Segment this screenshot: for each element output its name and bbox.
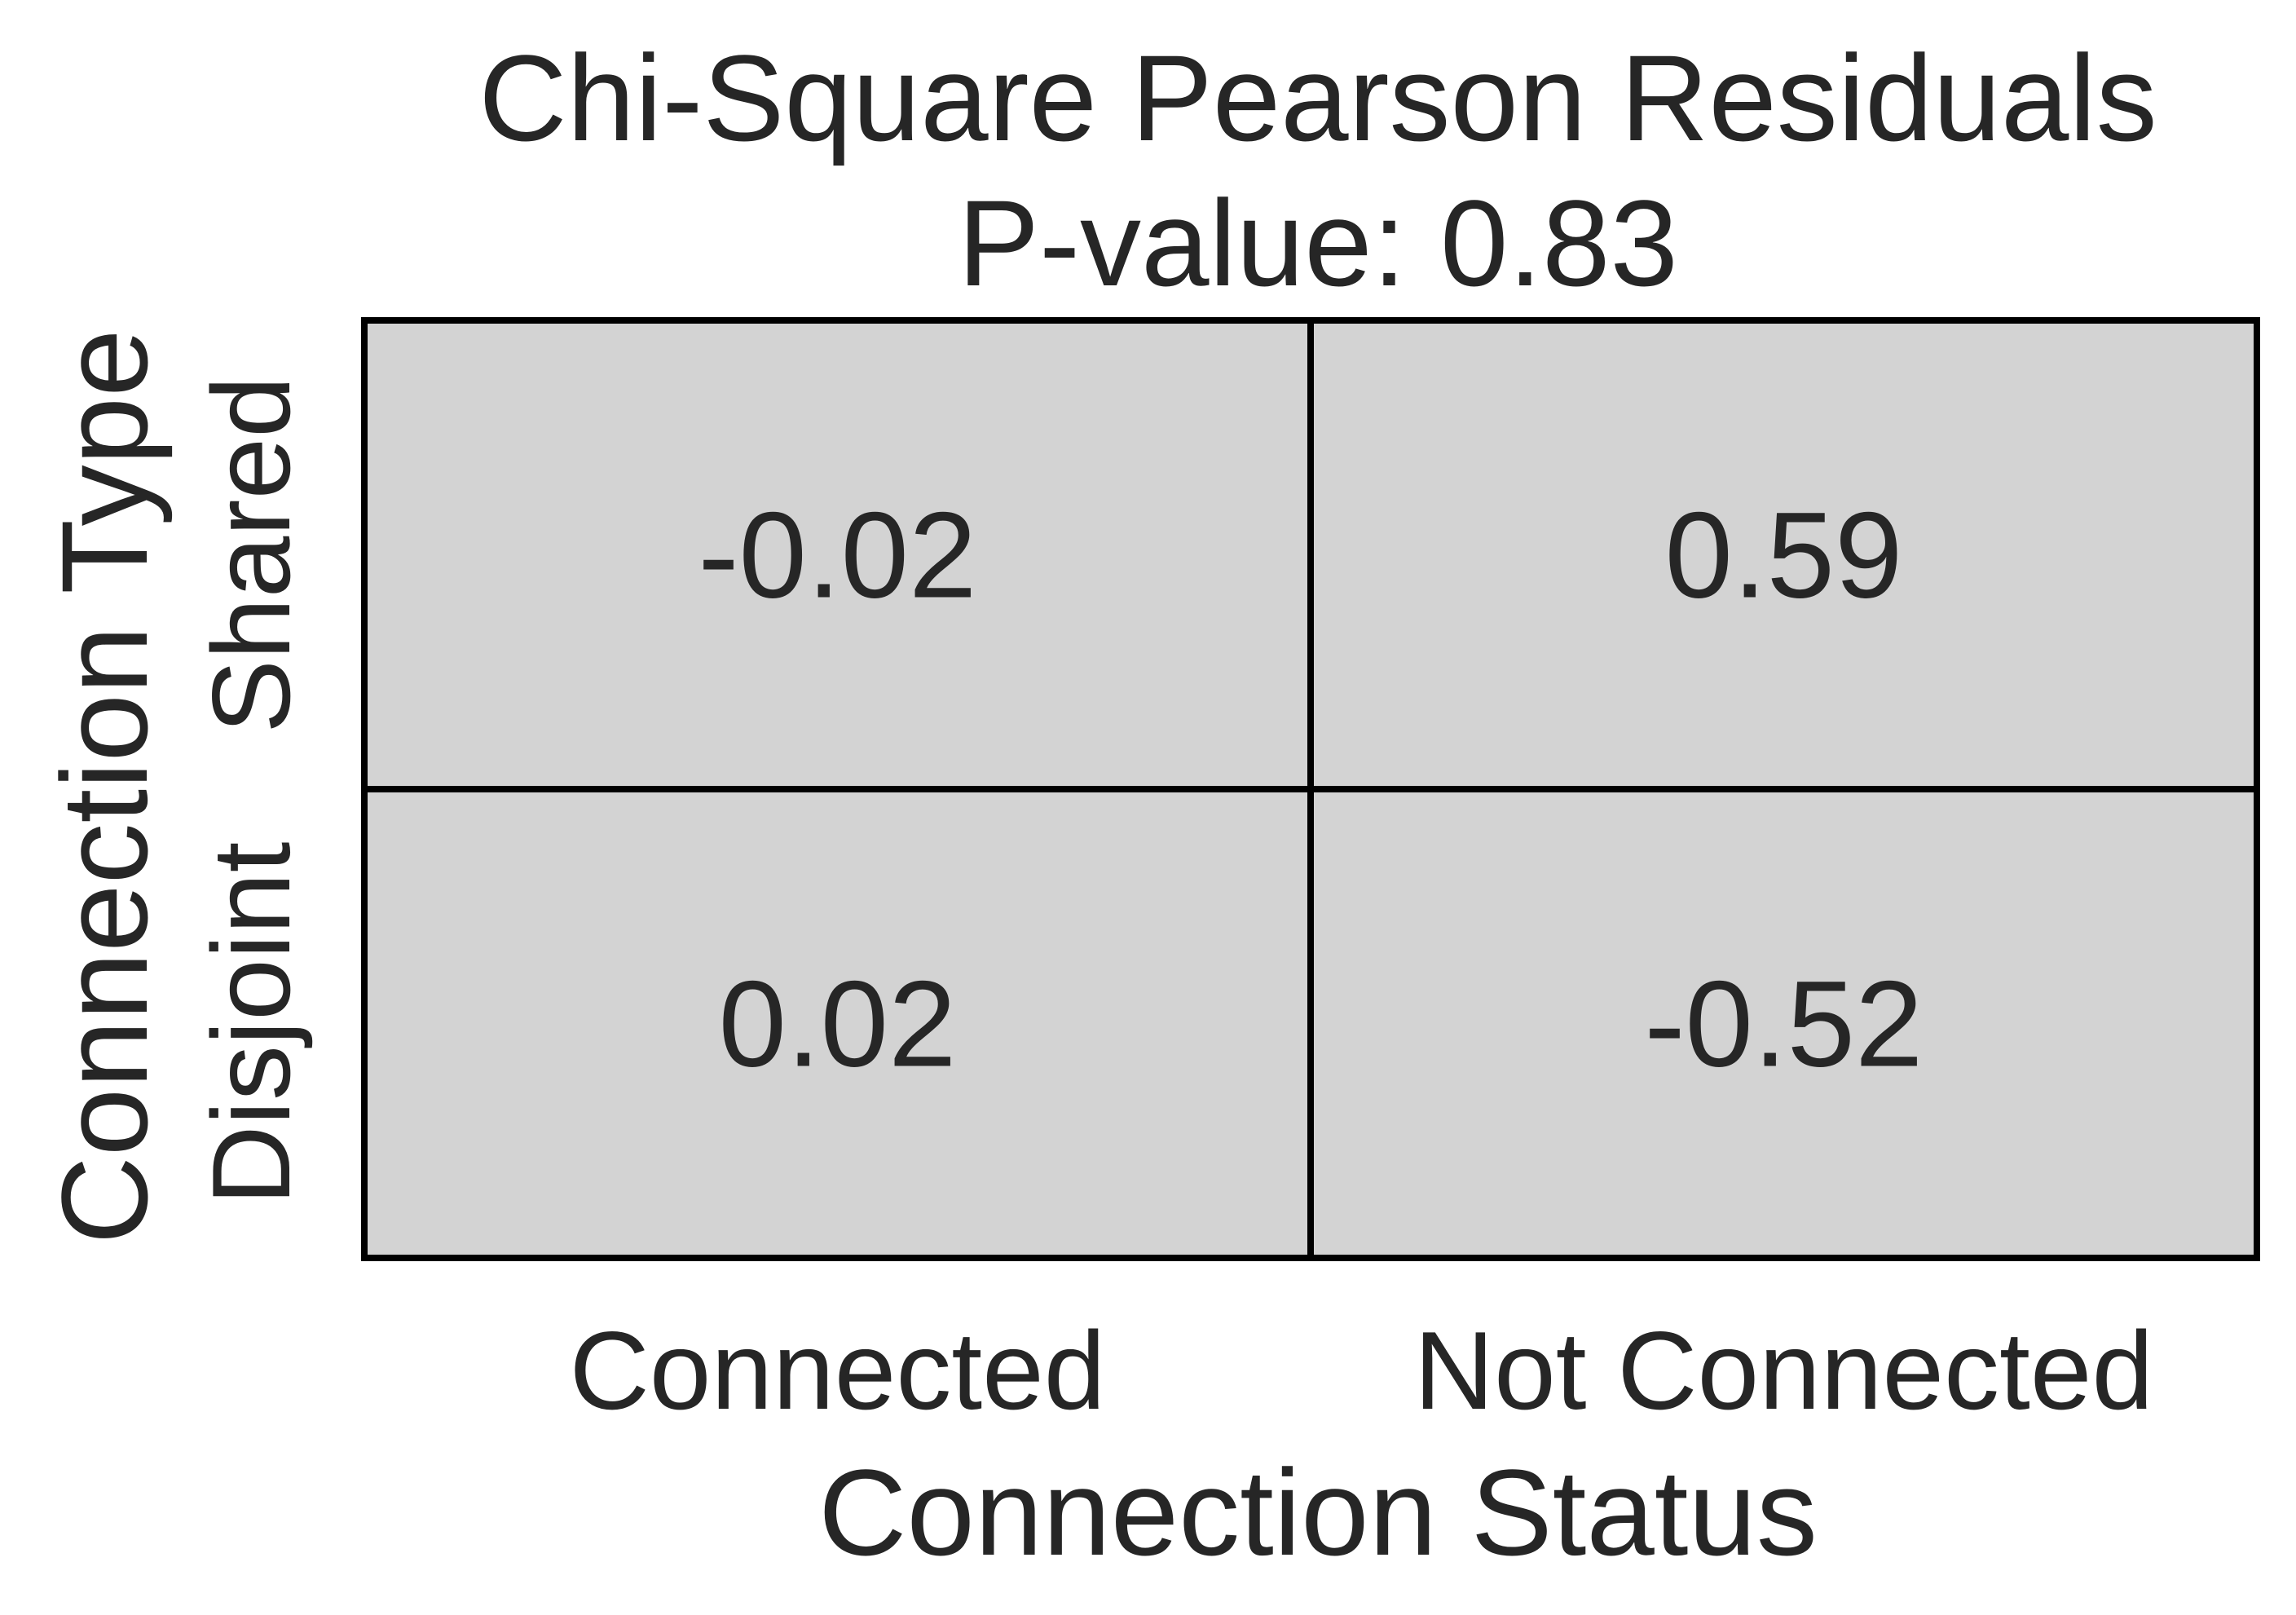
x-tick-label: Connected xyxy=(570,1308,1106,1432)
x-tick-labels: Connected Not Connected xyxy=(570,1308,2154,1432)
y-tick-label: Shared xyxy=(189,376,313,734)
heatmap-cell-0-0 xyxy=(361,317,1314,792)
x-tick-label: Not Connected xyxy=(1414,1308,2153,1432)
heatmap-cell-1-1 xyxy=(1307,786,2260,1261)
cell-value-label-1-0: 0.02 xyxy=(719,955,957,1092)
plot-frame xyxy=(362,318,2259,1260)
heatmap-cell-0-1 xyxy=(1307,317,2260,792)
y-tick-labels: Shared Disjoint xyxy=(189,376,313,1205)
chart-title: Chi-Square Pearson Residuals xyxy=(478,29,2157,166)
y-axis-label: Connection Type xyxy=(36,329,173,1244)
cell-value-label-0-0: -0.02 xyxy=(698,487,977,624)
cell-value-label-0-1: 0.59 xyxy=(1665,487,1903,624)
cell-value-label-1-1: -0.52 xyxy=(1645,955,1924,1092)
cell-value-labels: -0.02 0.59 0.02 -0.52 xyxy=(698,487,1924,1092)
x-axis-label: Connection Status xyxy=(818,1444,1818,1581)
chart-subtitle: P-value: 0.83 xyxy=(958,174,1678,311)
heatmap-cells xyxy=(361,317,2260,1261)
heatmap-cell-1-0 xyxy=(361,786,1314,1261)
y-tick-label: Disjoint xyxy=(189,842,313,1206)
